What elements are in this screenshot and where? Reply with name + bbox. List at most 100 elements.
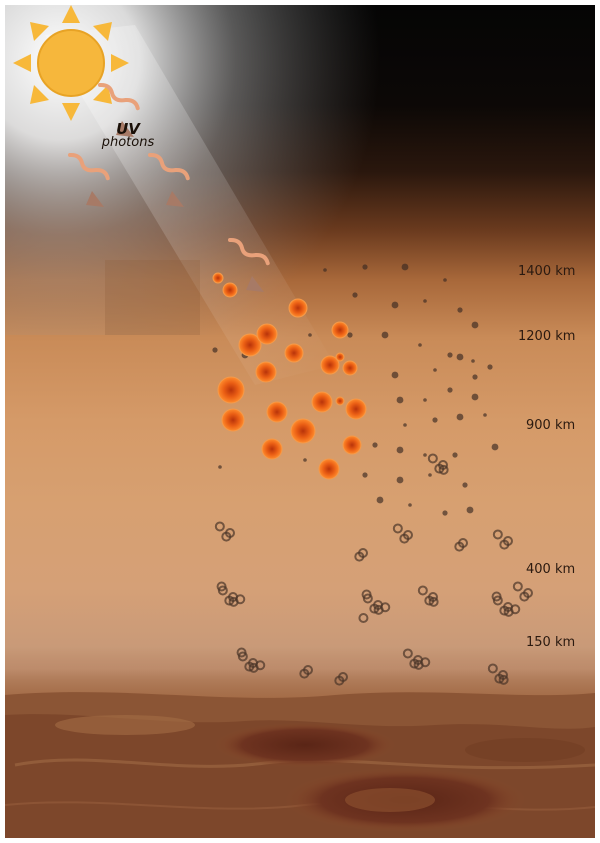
aerosol-aggregate-icon xyxy=(358,589,391,624)
haze-particle-icon xyxy=(471,321,479,329)
haze-particle-icon xyxy=(452,452,458,458)
haze-particle-icon xyxy=(256,323,278,345)
aerosol-aggregate-icon xyxy=(236,647,266,673)
haze-particle-icon xyxy=(217,376,245,404)
haze-particle-icon xyxy=(221,408,245,432)
altitude-label: 1400 km xyxy=(518,264,576,279)
haze-particle-icon xyxy=(471,393,479,401)
haze-particle-icon xyxy=(212,347,218,353)
haze-particle-icon xyxy=(311,391,333,413)
haze-particle-icon xyxy=(290,418,316,444)
haze-particle-icon xyxy=(418,343,422,347)
haze-particle-icon xyxy=(443,278,447,282)
haze-particle-icon xyxy=(423,398,427,402)
haze-particle-icon xyxy=(472,374,478,380)
haze-particle-icon xyxy=(212,272,224,284)
haze-particle-icon xyxy=(335,396,345,406)
uv-photon-wave-icon xyxy=(228,237,270,292)
haze-particle-icon xyxy=(323,268,327,272)
haze-particle-icon xyxy=(396,446,404,454)
uv-photon-wave-icon xyxy=(98,82,140,137)
haze-particle-icon xyxy=(462,482,468,488)
haze-particle-icon xyxy=(345,398,367,420)
haze-particle-icon xyxy=(466,506,474,514)
altitude-label: 900 km xyxy=(526,418,576,433)
haze-particle-icon xyxy=(423,299,427,303)
haze-particle-icon xyxy=(362,472,368,478)
altitude-label: 1200 km xyxy=(518,329,576,344)
aerosol-aggregates xyxy=(214,453,533,686)
haze-particle-icon xyxy=(471,359,475,363)
aerosol-aggregate-icon xyxy=(454,538,468,552)
uv-photon-wave-icon xyxy=(148,152,190,207)
haze-particle-icon xyxy=(342,360,358,376)
haze-particle-icon xyxy=(318,458,340,480)
aerosol-aggregate-icon xyxy=(402,648,431,670)
aerosol-aggregate-icon xyxy=(417,585,439,607)
haze-particle-icon xyxy=(442,510,448,516)
haze-particle-icon xyxy=(376,496,384,504)
haze-particle-icon xyxy=(288,298,308,318)
light-beam xyxy=(45,25,335,385)
aerosol-aggregate-icon xyxy=(427,453,449,475)
haze-particle-icon xyxy=(255,361,277,383)
haze-particle-icon xyxy=(347,332,353,338)
aerosol-aggregate-icon xyxy=(214,521,235,542)
haze-particle-icon xyxy=(372,442,378,448)
haze-particle-icon xyxy=(401,263,409,271)
haze-particle-icon xyxy=(491,443,499,451)
haze-particle-icon xyxy=(352,292,358,298)
haze-particle-icon xyxy=(261,438,283,460)
haze-particle-icon xyxy=(335,352,345,362)
aerosol-aggregate-icon xyxy=(492,529,513,550)
haze-particles xyxy=(212,272,367,480)
haze-particle-icon xyxy=(303,458,307,462)
haze-particle-icon xyxy=(457,307,463,313)
uv-photon-arrows xyxy=(68,82,270,292)
haze-particle-icon xyxy=(396,396,404,404)
haze-particle-icon xyxy=(433,368,437,372)
haze-particle-icon xyxy=(483,413,487,417)
uv-photons-label: UV photons xyxy=(93,122,163,150)
haze-particle-icon xyxy=(266,401,288,423)
uv-label-line2: photons xyxy=(101,135,155,150)
dark-lake-1 xyxy=(215,723,395,767)
scene-graphics xyxy=(5,5,595,838)
haze-particle-icon xyxy=(381,331,389,339)
haze-particle-icon xyxy=(432,417,438,423)
altitude-label: 400 km xyxy=(526,562,576,577)
aerosol-aggregate-icon xyxy=(299,665,313,679)
haze-particle-icon xyxy=(331,321,349,339)
haze-particle-icon xyxy=(487,364,493,370)
haze-particle-icon xyxy=(447,387,453,393)
haze-particle-icon xyxy=(447,352,453,358)
aerosol-aggregate-icon xyxy=(487,663,509,685)
haze-particle-icon xyxy=(342,435,362,455)
titan-atmosphere-scene: UV photons 1400 km 1200 km 900 km 400 km… xyxy=(5,5,595,838)
haze-particle-icon xyxy=(238,333,262,357)
haze-particle-icon xyxy=(391,371,399,379)
aerosol-aggregate-icon xyxy=(512,581,533,602)
aerosol-aggregate-icon xyxy=(216,581,246,607)
haze-particle-icon xyxy=(284,343,304,363)
uv-photon-wave-icon xyxy=(68,152,110,207)
altitude-label: 150 km xyxy=(526,635,576,650)
haze-particle-icon xyxy=(403,423,407,427)
haze-particle-icon xyxy=(391,301,399,309)
haze-particle-icon xyxy=(408,503,412,507)
uv-label-line1: UV xyxy=(116,120,140,138)
aerosol-aggregate-icon xyxy=(392,523,413,544)
haze-particle-icon xyxy=(320,355,340,375)
aerosol-aggregate-icon xyxy=(334,672,348,686)
haze-particle-icon xyxy=(218,465,222,469)
haze-particle-icon xyxy=(456,353,464,361)
haze-particle-icon xyxy=(456,413,464,421)
haze-particle-icon xyxy=(308,333,312,337)
sun-icon xyxy=(13,5,129,121)
haze-particle-icon xyxy=(222,282,238,298)
aerosol-aggregate-icon xyxy=(491,591,521,617)
aerosol-aggregate-icon xyxy=(354,548,368,562)
haze-particle-icon xyxy=(423,453,427,457)
haze-particle-icon xyxy=(396,476,404,484)
surface-terrain xyxy=(5,692,595,838)
